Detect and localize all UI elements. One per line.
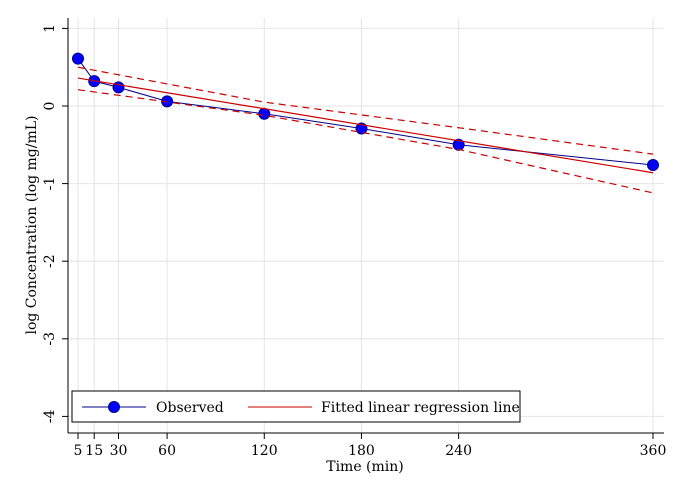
fitted-regression-line (77, 77, 654, 174)
x-tick-label: 15 (85, 443, 103, 459)
y-tick-label: 1 (42, 24, 58, 33)
legend-observed-marker (108, 401, 120, 413)
observed-point (647, 158, 659, 171)
x-tick-label: 180 (348, 443, 375, 459)
y-tick-label: 0 (42, 102, 58, 111)
legend-fitted-label: Fitted linear regression line (321, 400, 520, 416)
y-tick-label: -1 (42, 177, 58, 191)
x-tick-label: 5 (74, 443, 83, 459)
confidence-band-line (77, 89, 654, 194)
y-axis-title: log Concentration (log mg/mL) (24, 115, 40, 334)
x-tick-label: 360 (640, 443, 667, 459)
x-tick-label: 60 (158, 443, 176, 459)
y-tick-label: -4 (42, 409, 58, 423)
series (72, 52, 659, 194)
observed-point (452, 138, 465, 151)
y-tick-label: -3 (42, 332, 58, 346)
x-tick-label: 30 (110, 443, 128, 459)
axes: 5 15 30 60 120 180 240 360 1 0 -1 -2 -3 -4 (42, 18, 666, 459)
y-tick-label: -2 (42, 254, 58, 268)
x-tick-label: 120 (251, 443, 278, 459)
legend-observed-label: Observed (156, 400, 224, 416)
legend: Observed Fitted linear regression line (71, 390, 521, 423)
confidence-band-line (77, 66, 654, 155)
observed-point (72, 52, 84, 65)
x-axis-title: Time (min) (326, 459, 404, 475)
x-tick-label: 240 (445, 443, 472, 459)
